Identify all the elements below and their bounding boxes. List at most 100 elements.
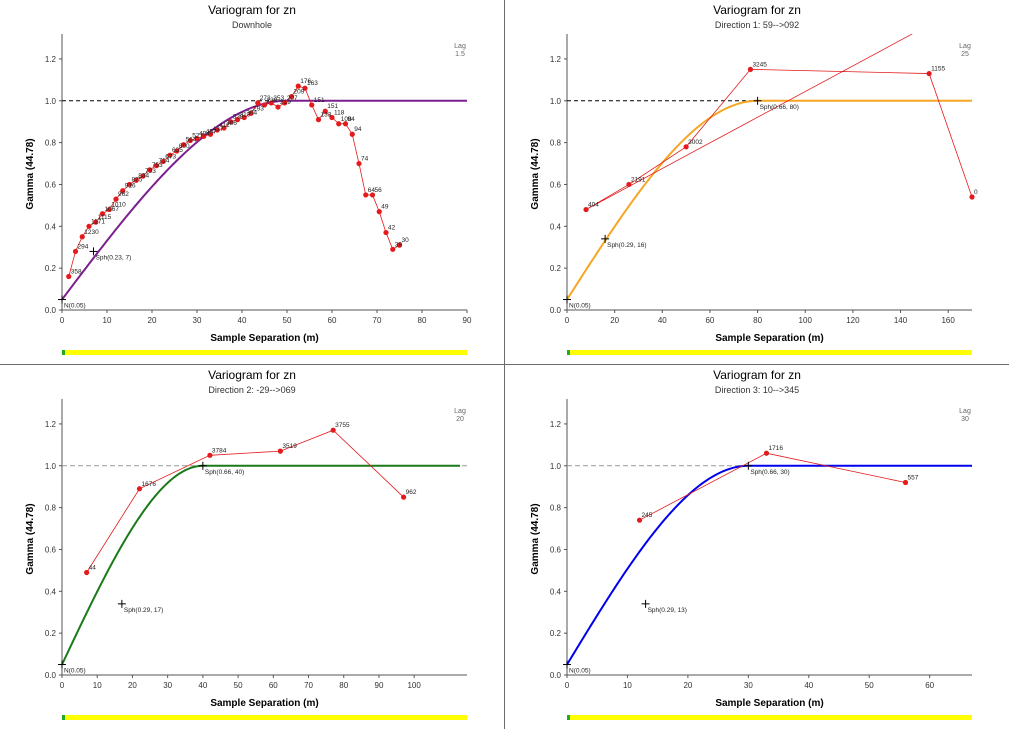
pair-count-label: 304 <box>246 110 257 117</box>
lag-value: 30 <box>961 416 969 423</box>
pair-count-label: 94 <box>354 126 362 133</box>
experimental-point <box>241 114 247 121</box>
pair-count-label: 64 <box>368 187 376 194</box>
experimental-point <box>261 102 268 108</box>
x-tick-label: 60 <box>705 316 714 325</box>
lag-progress-bar <box>567 715 972 720</box>
pair-count-label: 916 <box>125 183 136 190</box>
pair-count-label: 557 <box>908 475 919 482</box>
experimental-point <box>93 219 99 225</box>
experimental-point <box>902 479 909 486</box>
y-tick-label: 0.0 <box>550 306 562 315</box>
pair-count-label: 3784 <box>212 447 227 454</box>
experimental-point <box>763 450 770 456</box>
x-tick-label: 0 <box>60 681 65 690</box>
model-structure-label: N(0.05) <box>64 303 86 310</box>
x-tick-label: 40 <box>658 316 667 325</box>
pair-count-label: 834 <box>138 172 149 179</box>
y-tick-label: 0.6 <box>45 180 57 189</box>
lag-label: Lag <box>454 43 466 50</box>
variogram-model-curve <box>566 464 972 666</box>
chart-title: Variogram for zn <box>208 3 296 17</box>
pair-count-label: 30 <box>402 237 410 244</box>
experimental-point <box>86 223 92 229</box>
chart-subtitle: Direction 1: 59-->092 <box>715 20 799 30</box>
model-structure-label: Sph(0.66, 40) <box>205 469 244 476</box>
experimental-point <box>187 137 193 144</box>
x-tick-label: 0 <box>60 316 65 325</box>
x-tick-label: 40 <box>238 316 247 325</box>
chart-svg: Variogram for zn Direction 1: 59-->092 Lag… <box>530 3 978 355</box>
x-tick-label: 20 <box>683 681 692 690</box>
y-tick-label: 0.8 <box>550 139 562 148</box>
y-axis-label: Gamma (44.78) <box>25 138 36 209</box>
model-structure-label: Sph(0.29, 13) <box>648 607 687 614</box>
variogram-panel-direction-1: Variogram for zn Direction 1: 59-->092 Lag… <box>505 0 1009 364</box>
variogram-model-curve <box>566 99 972 301</box>
experimental-point <box>288 93 295 100</box>
pair-count-label: 245 <box>642 512 653 519</box>
lag-progress-start <box>567 350 570 355</box>
x-tick-label: 20 <box>610 316 619 325</box>
pair-count-label: 176 <box>300 78 311 85</box>
pair-count-label: 294 <box>78 243 89 250</box>
pair-count-label: 3755 <box>335 422 350 429</box>
y-axis-label: Gamma (44.78) <box>530 138 541 209</box>
experimental-point <box>295 83 301 89</box>
x-tick-label: 20 <box>128 681 137 690</box>
pair-count-label: 793 <box>145 168 156 175</box>
experimental-point <box>636 517 643 523</box>
pair-count-label: 635 <box>172 147 183 154</box>
experimental-variogram-line <box>639 452 906 521</box>
horizontal-divider[interactable] <box>0 364 1009 365</box>
x-tick-label: 30 <box>163 681 172 690</box>
experimental-point <box>282 100 288 106</box>
experimental-point <box>234 117 241 123</box>
experimental-point <box>336 121 342 127</box>
pair-count-label: 151 <box>327 103 338 110</box>
pair-count-label: 1171 <box>91 218 105 225</box>
x-tick-label: 80 <box>339 681 348 690</box>
y-tick-label: 1.2 <box>550 55 562 64</box>
pair-count-label: 457 <box>206 128 217 135</box>
x-tick-label: 10 <box>623 681 632 690</box>
pair-count-label: 1230 <box>84 229 99 236</box>
experimental-point <box>84 569 90 576</box>
experimental-point <box>401 494 407 500</box>
experimental-variogram-line <box>86 429 404 573</box>
variogram-panel-downhole: Variogram for zn Downhole Lag 1.5 0.0 0.2 0.4 0… <box>0 0 504 364</box>
x-tick-label: 40 <box>198 681 207 690</box>
experimental-point <box>583 206 589 213</box>
experimental-point <box>99 211 106 217</box>
pair-count-label: 293 <box>253 105 264 112</box>
model-structure-label: Sph(0.23, 7) <box>96 254 132 261</box>
lag-progress-bar <box>62 715 467 720</box>
x-tick-label: 60 <box>269 681 278 690</box>
model-structure-label: Sph(0.66, 80) <box>760 104 799 111</box>
experimental-point <box>120 188 126 194</box>
chart-subtitle: Direction 2: -29-->069 <box>208 385 295 395</box>
x-tick-label: 90 <box>463 316 472 325</box>
experimental-point <box>207 452 213 458</box>
experimental-point <box>255 100 261 106</box>
experimental-point <box>160 158 166 165</box>
pair-count-label: 338 <box>233 114 244 121</box>
experimental-point <box>309 102 315 108</box>
chart-title: Variogram for zn <box>713 3 801 17</box>
model-structure-label: N(0.05) <box>569 668 591 675</box>
chart-svg: Variogram for zn Direction 3: 10-->345 Lag… <box>530 368 972 720</box>
experimental-point <box>396 242 403 248</box>
pair-count-label: 1676 <box>141 481 156 488</box>
x-tick-label: 160 <box>941 316 955 325</box>
experimental-point <box>356 160 362 167</box>
pair-count-label: 3245 <box>752 61 767 68</box>
pair-count-label: 714 <box>159 158 170 165</box>
pair-count-label: 253 <box>273 95 284 102</box>
model-structure-label: N(0.05) <box>64 668 86 675</box>
pair-count-label: 2191 <box>631 176 646 183</box>
x-axis-label: Sample Separation (m) <box>715 333 823 344</box>
pair-count-label: 962 <box>406 489 417 496</box>
y-tick-label: 0.2 <box>550 264 562 273</box>
experimental-point <box>248 110 254 116</box>
